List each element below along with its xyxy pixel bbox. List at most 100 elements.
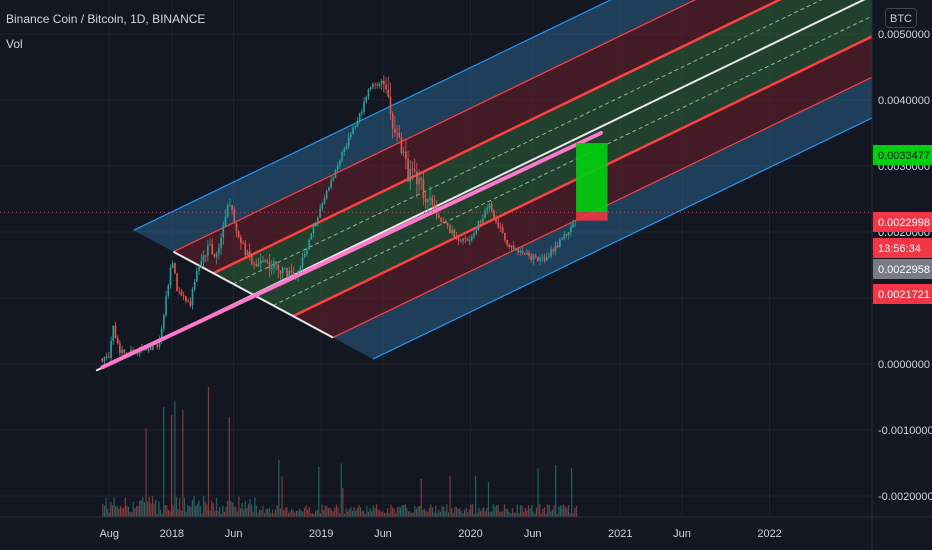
volume-bar: [262, 505, 264, 517]
volume-bar: [326, 506, 328, 517]
volume-bar: [519, 505, 522, 517]
volume-bar: [454, 506, 456, 517]
x-tick-label: Jun: [524, 528, 542, 540]
candle-body: [442, 221, 445, 223]
price-tag-current: [873, 259, 932, 279]
volume-bar: [212, 503, 214, 517]
volume-bar: [179, 498, 181, 517]
x-tick-label: 2019: [309, 528, 333, 540]
candle-body: [209, 244, 211, 246]
candle-body: [156, 344, 159, 347]
candle-body: [259, 260, 262, 264]
volume-bar: [238, 496, 240, 517]
volume-bar: [468, 509, 470, 517]
candle-body: [308, 239, 310, 250]
currency-button[interactable]: BTC: [885, 8, 917, 28]
volume-bar: [187, 505, 189, 517]
candle-body: [180, 291, 183, 296]
x-tick-label: Jun: [374, 528, 392, 540]
volume-bar: [142, 497, 144, 517]
volume-bar: [441, 505, 443, 517]
volume-bar: [111, 505, 114, 517]
trend-line: [100, 131, 604, 370]
volume-bar: [572, 513, 574, 517]
volume-bar: [188, 505, 190, 517]
candle-body: [330, 180, 332, 188]
volume-bar: [407, 511, 410, 517]
volume-bar: [471, 504, 474, 517]
candle-body: [468, 239, 471, 241]
candle-body: [204, 255, 207, 257]
volume-bar: [494, 506, 496, 517]
x-tick-label: 2022: [757, 528, 781, 540]
candle-body: [226, 205, 229, 217]
volume-bar: [524, 507, 526, 517]
volume-bar: [291, 508, 293, 517]
volume-bar: [145, 428, 147, 517]
volume-bar: [247, 503, 250, 517]
candle-body: [262, 260, 264, 262]
volume-bar: [367, 511, 370, 517]
candle-body: [207, 245, 209, 256]
volume-bar: [158, 501, 160, 517]
candle-body: [187, 301, 189, 302]
volume-bar: [419, 505, 421, 517]
candle-body: [559, 239, 561, 248]
volume-bar: [503, 504, 506, 517]
candle-body: [398, 132, 401, 138]
volume-bar: [547, 504, 549, 517]
candle-body: [275, 261, 277, 265]
volume-bar: [484, 511, 486, 517]
candle-body: [237, 231, 240, 238]
candle-body: [328, 187, 330, 191]
volume-bar: [505, 508, 507, 517]
volume-bar: [403, 505, 405, 517]
candle-body: [176, 273, 178, 291]
candle-body: [213, 254, 216, 257]
volume-bar: [121, 508, 123, 517]
candle-body: [416, 171, 418, 185]
candle-body: [347, 137, 350, 147]
volume-bar: [537, 468, 539, 517]
candle-body: [312, 226, 315, 234]
candle-body: [431, 197, 434, 205]
price-tag-label: 0.0022998: [878, 217, 930, 229]
candle-body: [539, 258, 541, 261]
candle-body: [303, 253, 306, 257]
volume-bar: [105, 498, 107, 517]
candle-body: [394, 128, 396, 133]
candle-body: [506, 239, 508, 245]
volume-bar: [283, 510, 285, 517]
volume-bar: [287, 512, 290, 517]
candle-body: [152, 344, 154, 350]
volume-bar: [415, 508, 418, 517]
volume-bar: [334, 507, 336, 517]
candle-body: [224, 216, 227, 226]
volume-bar: [431, 507, 434, 517]
volume-bar: [412, 512, 414, 517]
candle-body: [281, 267, 284, 274]
volume-bar: [481, 509, 483, 517]
candle-body: [440, 218, 442, 222]
volume-bar: [435, 505, 437, 517]
volume-bar: [502, 510, 504, 517]
volume-bar: [259, 509, 261, 517]
candle-body: [112, 325, 115, 341]
volume-bar: [377, 509, 379, 517]
volume-bar: [276, 505, 278, 517]
candle-body: [369, 87, 372, 90]
candle-body: [545, 257, 548, 261]
candle-body: [231, 205, 233, 210]
volume-bar: [148, 496, 150, 517]
x-tick-label: 2020: [458, 528, 482, 540]
price-tag-label: 0.0033477: [878, 150, 930, 162]
volume-bar: [343, 513, 346, 517]
volume-bar: [543, 507, 546, 517]
volume-bar: [267, 508, 269, 517]
candle-body: [380, 80, 383, 84]
volume-bar: [151, 496, 154, 517]
volume-bar: [556, 513, 558, 517]
candle-body: [248, 251, 251, 257]
volume-bar: [439, 512, 442, 517]
